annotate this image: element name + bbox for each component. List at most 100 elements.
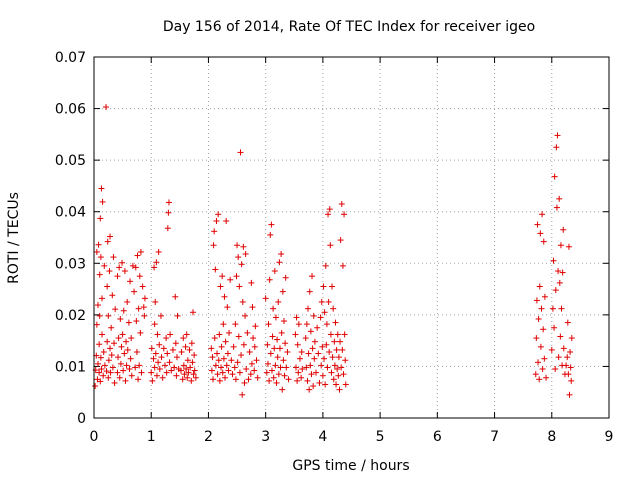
data-point: [216, 377, 223, 384]
data-point: [550, 257, 557, 264]
data-point: [100, 372, 107, 379]
data-point: [280, 357, 287, 364]
x-axis-ticks: 0 1 2 3 4 5 6 7 8 9: [90, 57, 614, 445]
data-point: [250, 335, 257, 342]
data-point: [536, 376, 543, 383]
data-point: [329, 354, 336, 361]
data-point: [242, 251, 249, 258]
data-point: [330, 305, 337, 312]
data-point: [271, 345, 278, 352]
data-point: [104, 283, 111, 290]
data-point: [538, 305, 545, 312]
data-point: [305, 350, 312, 357]
data-point: [115, 335, 122, 342]
data-point: [326, 206, 333, 213]
data-point: [320, 283, 327, 290]
data-point: [172, 340, 179, 347]
data-point: [151, 364, 158, 371]
data-point: [319, 372, 326, 379]
data-point: [535, 359, 542, 366]
data-point: [268, 367, 275, 374]
data-point: [263, 369, 270, 376]
data-point: [560, 226, 567, 233]
data-point: [549, 305, 556, 312]
data-point: [164, 225, 171, 232]
data-point: [99, 295, 106, 302]
data-point: [105, 312, 112, 319]
data-point: [154, 331, 161, 338]
data-point: [135, 305, 142, 312]
data-point: [265, 321, 272, 328]
data-point: [148, 345, 155, 352]
data-point: [173, 372, 180, 379]
data-point: [222, 374, 229, 381]
data-point: [158, 354, 165, 361]
data-point: [303, 321, 310, 328]
data-point: [111, 340, 118, 347]
data-point: [227, 276, 234, 283]
data-point: [191, 367, 198, 374]
data-point: [219, 369, 226, 376]
data-point: [96, 369, 103, 376]
data-point: [136, 362, 143, 369]
data-point: [223, 217, 230, 224]
data-point: [97, 378, 104, 385]
data-point: [232, 376, 239, 383]
data-point: [316, 379, 323, 386]
data-point: [173, 354, 180, 361]
data-point: [136, 273, 143, 280]
data-point: [339, 346, 346, 353]
data-point: [208, 345, 215, 352]
data-point: [327, 242, 334, 249]
data-point: [184, 374, 191, 381]
data-point: [220, 355, 227, 362]
data-point: [246, 348, 253, 355]
data-point: [337, 237, 344, 244]
data-point: [537, 343, 544, 350]
data-point: [264, 360, 271, 367]
data-point: [535, 315, 542, 322]
data-point: [236, 283, 243, 290]
y-tick-label: 0.02: [55, 308, 86, 324]
data-point: [180, 335, 187, 342]
data-point: [264, 341, 271, 348]
x-tick-label: 9: [605, 429, 614, 445]
data-point: [280, 318, 287, 325]
data-point: [272, 362, 279, 369]
data-point: [270, 374, 277, 381]
data-point: [163, 369, 170, 376]
data-point: [128, 372, 135, 379]
data-point: [96, 271, 103, 278]
data-point: [333, 381, 340, 388]
data-point: [539, 366, 546, 373]
data-point: [331, 338, 338, 345]
data-point: [275, 371, 282, 378]
data-point: [215, 357, 222, 364]
data-point: [139, 283, 146, 290]
data-point: [138, 369, 145, 376]
data-point: [240, 341, 247, 348]
data-point: [97, 254, 104, 261]
data-point: [188, 340, 195, 347]
data-point: [219, 273, 226, 280]
data-point: [121, 350, 128, 357]
data-point: [103, 368, 110, 375]
data-point: [532, 371, 539, 378]
data-point: [279, 386, 286, 393]
data-point: [222, 338, 229, 345]
data-point: [325, 298, 332, 305]
data-point: [182, 343, 189, 350]
data-point: [249, 304, 256, 311]
data-point: [187, 364, 194, 371]
data-point: [276, 345, 283, 352]
data-point: [128, 335, 135, 342]
data-point: [534, 221, 541, 228]
data-point: [166, 359, 173, 366]
data-point: [239, 298, 246, 305]
data-point: [217, 283, 224, 290]
data-point: [338, 364, 345, 371]
data-point: [192, 374, 199, 381]
data-point: [171, 364, 178, 371]
data-point: [141, 295, 148, 302]
